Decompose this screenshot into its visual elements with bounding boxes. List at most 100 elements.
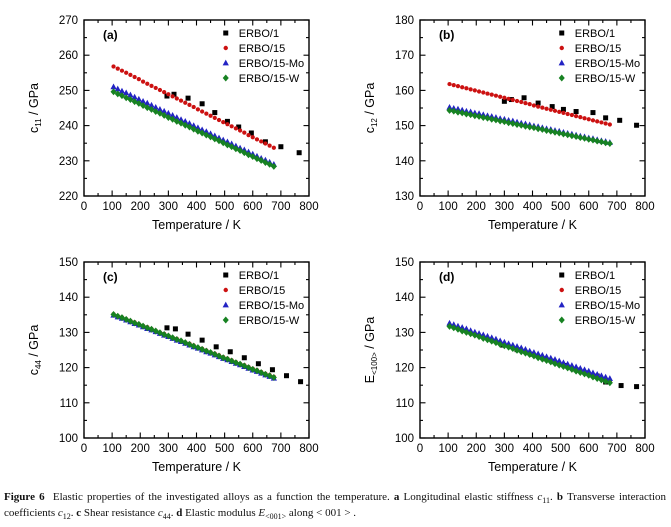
- legend-label: ERBO/15-W: [575, 73, 636, 85]
- legend-label: ERBO/15-W: [239, 315, 300, 327]
- svg-text:130: 130: [59, 327, 78, 339]
- caption-segment: .: [170, 507, 177, 520]
- legend-marker-circle-icon: [223, 45, 228, 51]
- series-ERBO/15: [111, 64, 276, 150]
- caption-segment: c: [76, 507, 82, 520]
- svg-text:300: 300: [159, 201, 178, 213]
- legend-marker-circle-icon: [559, 45, 564, 51]
- svg-text:130: 130: [395, 327, 414, 339]
- svg-text:600: 600: [243, 443, 262, 455]
- tick-labels: 0 100 200 300 400 500 600 700 800 220 230 240 250 260…: [59, 15, 319, 213]
- series-ERBO/15-Mo: [446, 319, 613, 381]
- svg-text:250: 250: [59, 85, 78, 97]
- svg-text:140: 140: [395, 292, 414, 304]
- legend: ERBO/1 ERBO/15 ERBO/15-Mo ERBO/15-W: [222, 28, 304, 85]
- caption-segment: 11: [542, 496, 550, 506]
- svg-text:600: 600: [243, 201, 262, 213]
- legend-label: ERBO/15-W: [575, 315, 636, 327]
- svg-text:500: 500: [551, 201, 570, 213]
- legend-label: ERBO/15-W: [239, 73, 300, 85]
- svg-text:150: 150: [59, 257, 78, 269]
- legend-label: ERBO/1: [575, 270, 615, 282]
- svg-text:110: 110: [60, 398, 78, 410]
- svg-text:800: 800: [635, 201, 654, 213]
- svg-text:300: 300: [495, 443, 514, 455]
- caption-segment: b: [556, 491, 563, 503]
- svg-text:100: 100: [103, 443, 122, 455]
- axis-ticks: [83, 19, 310, 197]
- svg-text:200: 200: [131, 443, 150, 455]
- legend-label: ERBO/1: [575, 28, 615, 40]
- caption-segment: 44: [162, 512, 171, 522]
- axis-ticks: [83, 261, 310, 439]
- legend-label: ERBO/15: [575, 285, 621, 297]
- caption-segment: Shear resistance: [81, 507, 158, 520]
- svg-text:230: 230: [59, 156, 78, 168]
- svg-text:300: 300: [159, 443, 178, 455]
- chart-a-c11: 0 100 200 300 400 500 600 700 800 220 230 240 250 260…: [27, 15, 319, 232]
- series-ERBO/15: [447, 81, 612, 127]
- x-axis-label: Temperature / K: [152, 218, 242, 232]
- series-ERBO/1: [501, 95, 640, 128]
- legend-label: ERBO/15-Mo: [239, 300, 304, 312]
- y-axis-label: c44 / GPa: [27, 325, 43, 376]
- legend-label: ERBO/15: [239, 43, 285, 55]
- legend-marker-triangle-icon: [222, 301, 229, 308]
- caption-segment: .: [549, 491, 557, 503]
- x-axis-label: Temperature / K: [488, 218, 578, 232]
- caption-segment: along < 001 > .: [286, 507, 357, 520]
- caption-segment: 12: [62, 512, 71, 522]
- svg-text:700: 700: [271, 443, 290, 455]
- svg-text:800: 800: [299, 201, 318, 213]
- legend-marker-square-icon: [223, 30, 229, 36]
- caption-segment: E: [258, 507, 266, 520]
- caption-segment: Elastic modulus: [182, 507, 259, 520]
- chart-d-e100: 0 100 200 300 400 500 600 700 800100110120130140…: [363, 257, 655, 474]
- svg-text:200: 200: [467, 443, 486, 455]
- svg-text:400: 400: [187, 443, 206, 455]
- svg-text:300: 300: [495, 201, 514, 213]
- caption-segment: c: [157, 507, 163, 520]
- svg-text:800: 800: [299, 443, 318, 455]
- legend-marker-diamond-icon: [558, 74, 565, 82]
- svg-text:700: 700: [607, 443, 626, 455]
- caption-segment: <001>: [265, 512, 287, 522]
- svg-text:120: 120: [59, 363, 78, 375]
- y-axis-label: c11 / GPa: [27, 83, 43, 133]
- caption-segment: Transverse interaction coefficients: [4, 491, 666, 520]
- series-ERBO/15-W: [110, 88, 277, 170]
- svg-text:0: 0: [81, 443, 87, 455]
- legend-label: ERBO/15-Mo: [575, 58, 640, 70]
- series-ERBO/1: [164, 325, 304, 385]
- svg-text:120: 120: [395, 363, 414, 375]
- svg-text:600: 600: [579, 201, 598, 213]
- legend-marker-diamond-icon: [222, 74, 229, 82]
- svg-text:100: 100: [59, 433, 78, 445]
- svg-text:200: 200: [131, 201, 150, 213]
- legend-marker-square-icon: [559, 30, 565, 36]
- legend-label: ERBO/15-Mo: [239, 58, 304, 70]
- caption-segment: .: [70, 507, 77, 520]
- caption-segment: Longitudinal elastic stiffness: [399, 491, 538, 503]
- y-axis-label: c12 / GPa: [363, 83, 379, 134]
- axis-ticks: [419, 261, 646, 439]
- svg-text:500: 500: [215, 443, 234, 455]
- svg-text:180: 180: [395, 15, 414, 27]
- axis-ticks: [419, 19, 646, 197]
- y-axis-label: E<100> / GPa: [363, 317, 379, 384]
- legend: ERBO/1 ERBO/15 ERBO/15-Mo ERBO/15-W: [222, 270, 304, 327]
- series-ERBO/15-W: [446, 107, 613, 148]
- legend-label: ERBO/15: [575, 43, 621, 55]
- svg-text:220: 220: [59, 191, 78, 203]
- svg-text:400: 400: [523, 201, 542, 213]
- svg-text:500: 500: [551, 443, 570, 455]
- legend-label: ERBO/1: [239, 270, 279, 282]
- svg-text:240: 240: [59, 121, 78, 133]
- caption-segment: c: [57, 507, 63, 520]
- caption-segment: c: [537, 491, 543, 503]
- series-ERBO/15-W: [446, 322, 613, 387]
- figure-caption: Figure 6 Elastic properties of the inves…: [4, 491, 666, 523]
- svg-text:400: 400: [523, 443, 542, 455]
- svg-text:0: 0: [417, 443, 423, 455]
